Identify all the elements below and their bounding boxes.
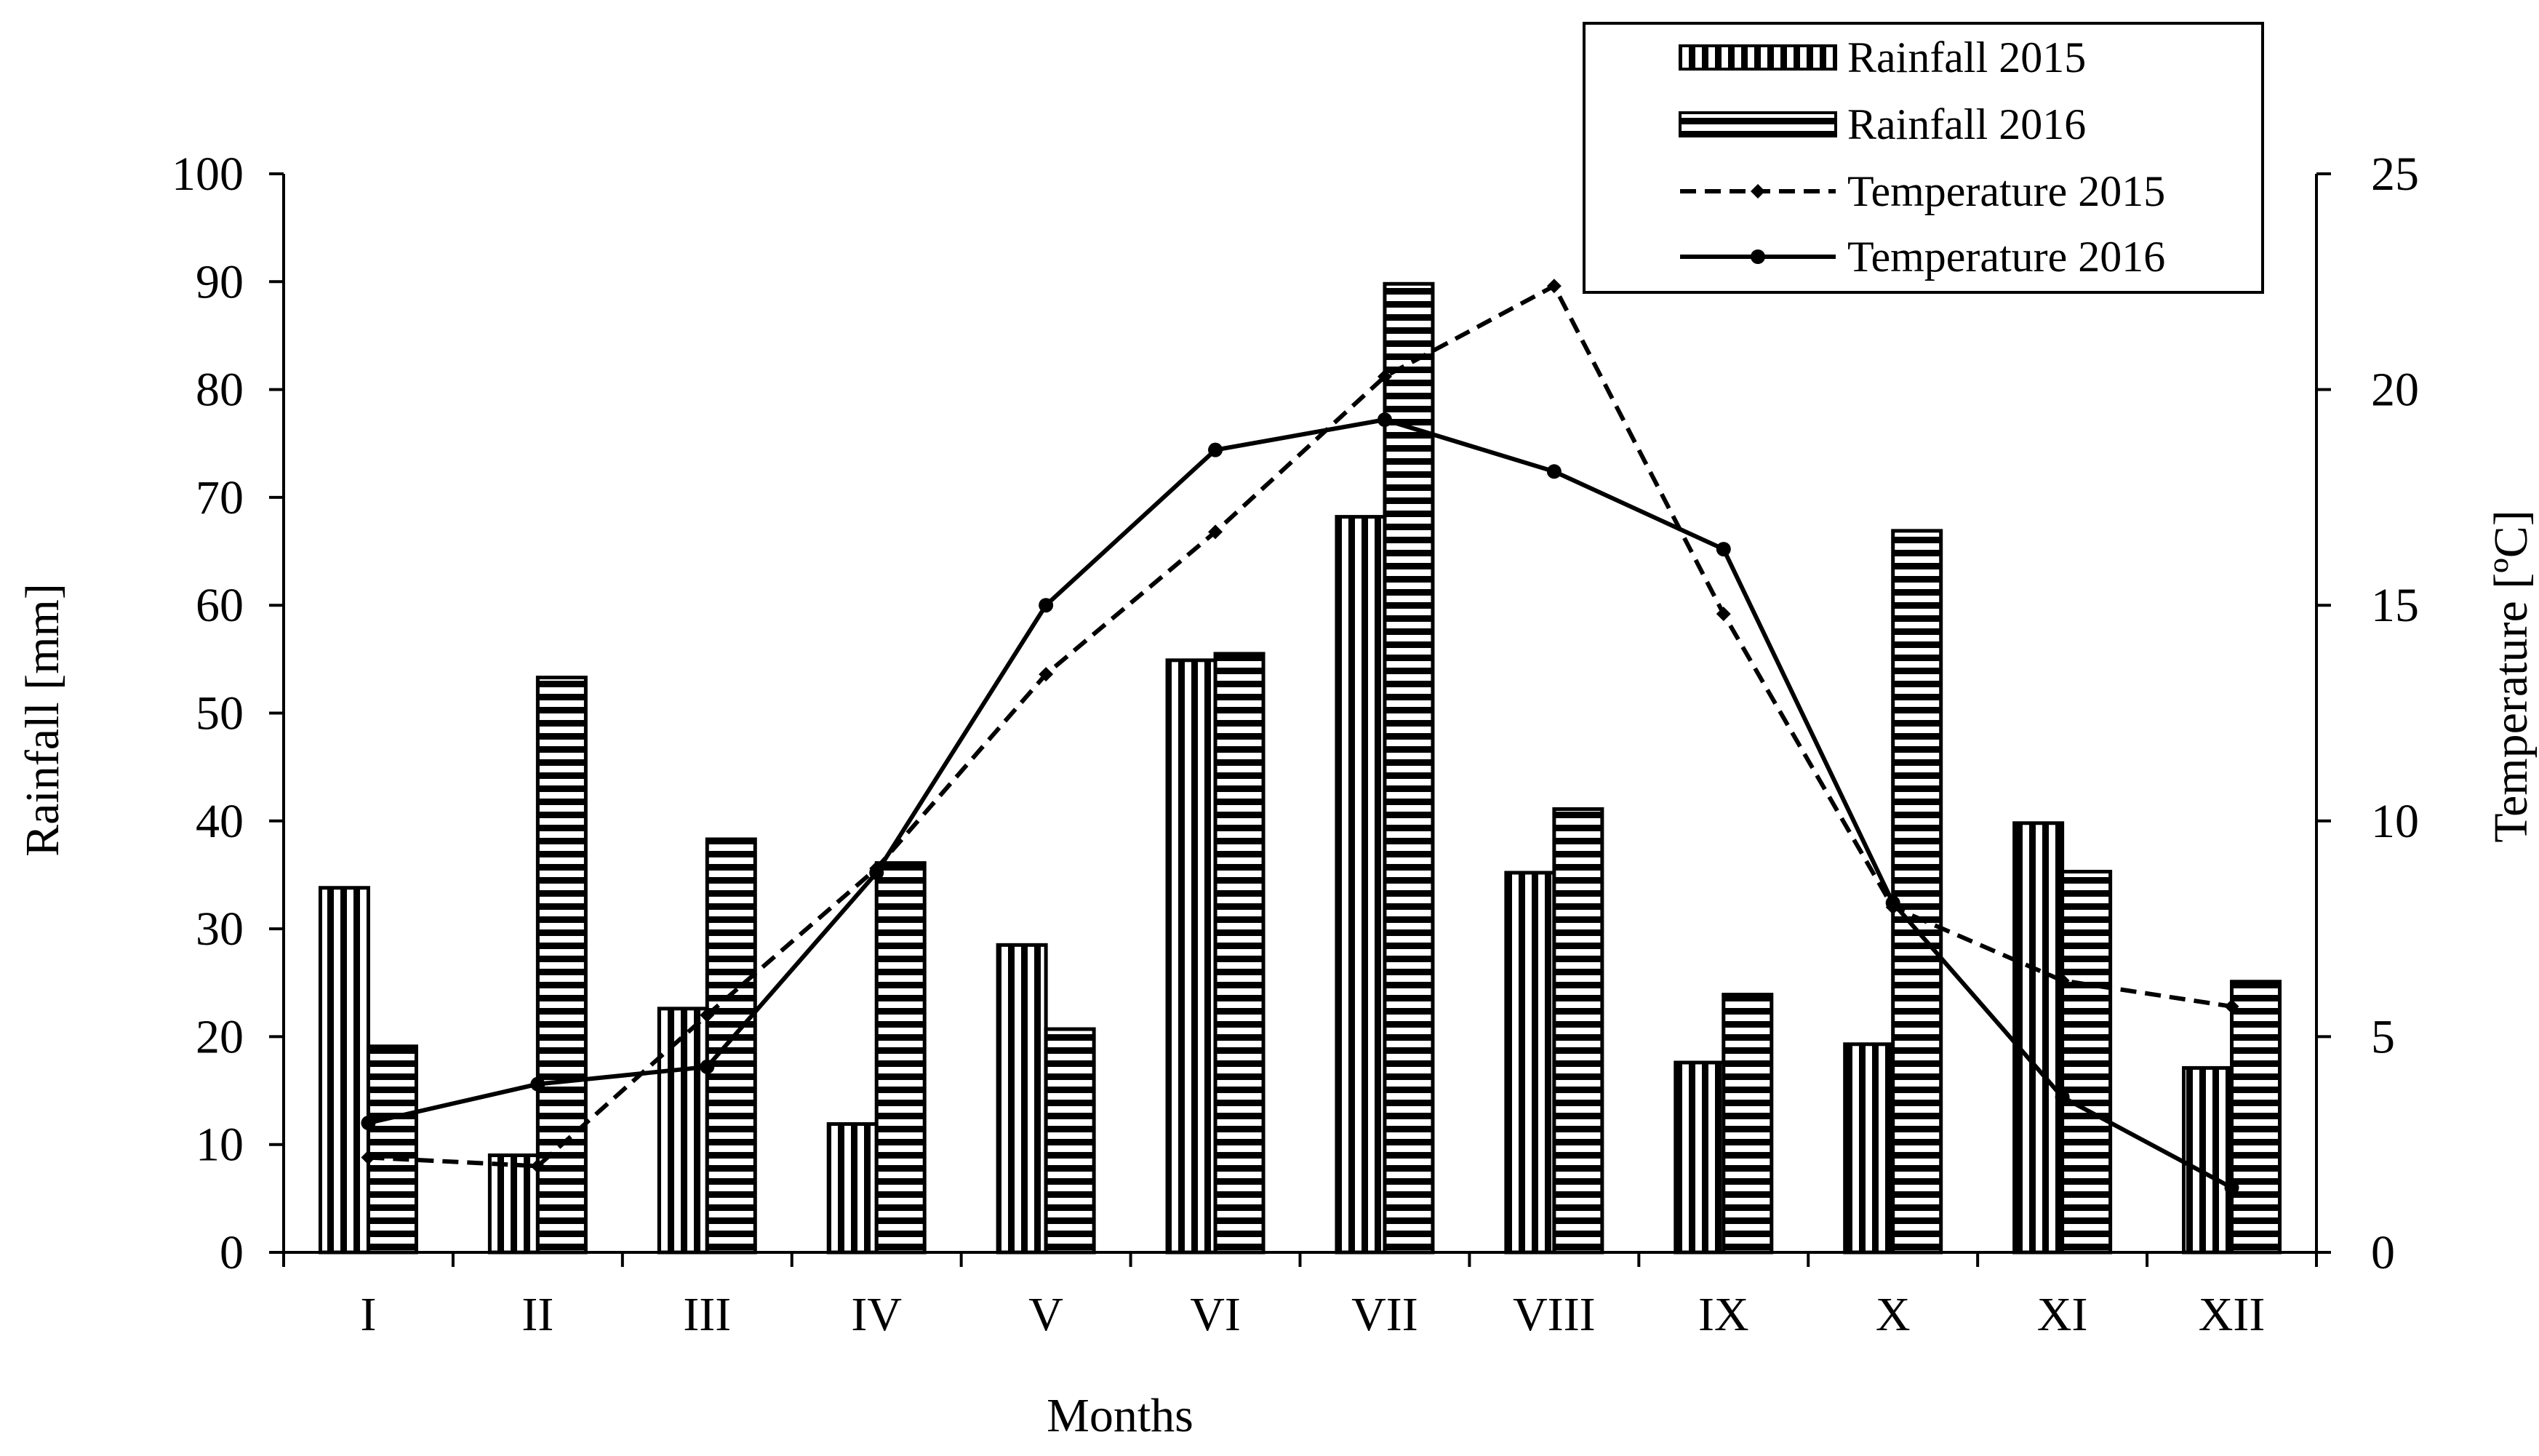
- marker-temperature-2016: [1377, 412, 1392, 428]
- left-tick-label: 0: [220, 1226, 244, 1279]
- marker-temperature-2016: [1039, 598, 1054, 613]
- bar-rainfall-2015: [2012, 821, 2065, 1255]
- left-tick-label: 10: [196, 1119, 244, 1172]
- left-tick-label: 30: [196, 903, 244, 956]
- bar-rainfall-2015: [996, 943, 1048, 1255]
- line-temperature-2015: [368, 283, 2232, 1169]
- y2-axis-title: Temperature [ºC]: [2484, 510, 2538, 842]
- marker-temperature-2016: [700, 1059, 715, 1074]
- marker-temperature-2016: [1208, 442, 1223, 457]
- marker-temperature-2015: [2224, 999, 2239, 1014]
- left-tick-label: 100: [172, 148, 244, 201]
- legend-marker-temperature-2015: [1751, 184, 1765, 199]
- legend-label-rainfall-2016: Rainfall 2016: [1847, 100, 2086, 148]
- x-tick-label: IV: [851, 1288, 902, 1341]
- left-tick-label: 40: [196, 795, 244, 848]
- marker-temperature-2016: [2224, 1180, 2239, 1196]
- y-axis-title: Rainfall [mm]: [16, 583, 69, 857]
- bar-rainfall-2016: [2230, 980, 2282, 1255]
- marker-temperature-2015: [1208, 524, 1223, 540]
- marker-temperature-2015: [2055, 973, 2070, 988]
- marker-temperature-2015: [1377, 369, 1392, 384]
- marker-temperature-2015: [1716, 607, 1731, 622]
- bar-rainfall-2015: [657, 1007, 709, 1255]
- bar-rainfall-2015: [1674, 1060, 1726, 1255]
- bar-rainfall-2016: [705, 837, 757, 1255]
- left-tick-label: 70: [196, 471, 244, 524]
- bar-rainfall-2015: [318, 886, 370, 1255]
- axes: [282, 174, 2318, 1254]
- left-tick-label: 50: [196, 687, 244, 740]
- marker-temperature-2016: [869, 865, 884, 880]
- right-tick-label: 10: [2371, 795, 2419, 848]
- marker-temperature-2016: [1716, 542, 1731, 557]
- bar-rainfall-2015: [1335, 515, 1387, 1255]
- x-tick-label: IX: [1698, 1288, 1749, 1341]
- bar-rainfall-2016: [1891, 529, 1943, 1255]
- bar-rainfall-2016: [1383, 281, 1435, 1255]
- marker-temperature-2016: [1546, 464, 1562, 479]
- marker-temperature-2015: [1546, 279, 1562, 294]
- right-tick-label: 25: [2371, 148, 2419, 201]
- bar-rainfall-2016: [1213, 652, 1265, 1255]
- legend-marker-temperature-2016: [1751, 249, 1765, 264]
- right-tick-label: 15: [2371, 579, 2419, 632]
- bar-rainfall-2016: [2060, 870, 2113, 1255]
- bar-rainfall-2016: [366, 1044, 418, 1255]
- bar-rainfall-2016: [1044, 1027, 1096, 1255]
- left-tick-label: 20: [196, 1010, 244, 1063]
- x-axis-title: Months: [1047, 1389, 1193, 1442]
- x-tick-label: V: [1028, 1288, 1063, 1341]
- right-axis-ticks: 0 5 10 15 20 25: [2316, 148, 2419, 1279]
- legend: Rainfall 2015 Rainfall 2016 Temperature …: [1583, 22, 2264, 294]
- x-tick-label: VII: [1351, 1288, 1418, 1341]
- x-tick-label: VIII: [1513, 1288, 1596, 1341]
- marker-temperature-2015: [361, 1150, 376, 1165]
- marker-temperature-2015: [700, 1007, 715, 1023]
- lines: [361, 279, 2239, 1196]
- right-tick-label: 0: [2371, 1226, 2395, 1279]
- x-tick-label: VI: [1190, 1288, 1241, 1341]
- x-tick-label: I: [360, 1288, 376, 1341]
- bar-rainfall-2015: [1504, 871, 1556, 1255]
- marker-temperature-2015: [530, 1159, 545, 1174]
- bar-rainfall-2015: [1165, 658, 1217, 1255]
- legend-label-rainfall-2015: Rainfall 2015: [1847, 33, 2086, 81]
- x-tick-label: XII: [2199, 1288, 2266, 1341]
- bar-rainfall-2016: [1552, 807, 1604, 1255]
- bar-rainfall-2016: [874, 861, 927, 1255]
- bar-rainfall-2015: [2182, 1065, 2234, 1255]
- left-tick-label: 90: [196, 255, 244, 308]
- x-tick-label: II: [521, 1288, 553, 1341]
- marker-temperature-2016: [361, 1116, 376, 1131]
- legend-swatch-rainfall-2015: [1679, 44, 1837, 71]
- right-tick-label: 5: [2371, 1010, 2395, 1063]
- x-axis-ticks: I II III IV V VI VII VIII IX X XI XII: [282, 1252, 2318, 1341]
- left-tick-label: 60: [196, 579, 244, 632]
- marker-temperature-2016: [1885, 895, 1900, 911]
- x-tick-label: XI: [2037, 1288, 2088, 1341]
- marker-temperature-2016: [2055, 1089, 2070, 1105]
- bar-rainfall-2016: [1722, 993, 1774, 1255]
- bar-rainfall-2015: [1843, 1042, 1895, 1255]
- right-tick-label: 20: [2371, 364, 2419, 417]
- legend-label-temperature-2015: Temperature 2015: [1847, 167, 2165, 215]
- bars: [318, 281, 2282, 1255]
- left-tick-label: 80: [196, 364, 244, 417]
- line-temperature-2016: [367, 417, 2233, 1190]
- x-tick-label: III: [683, 1288, 731, 1341]
- bar-rainfall-2015: [826, 1122, 879, 1255]
- marker-temperature-2015: [1039, 667, 1054, 682]
- legend-label-temperature-2016: Temperature 2016: [1847, 233, 2165, 281]
- bar-rainfall-2015: [487, 1153, 540, 1255]
- legend-swatch-rainfall-2016: [1679, 111, 1837, 137]
- x-tick-label: X: [1876, 1288, 1911, 1341]
- left-axis-ticks: 0 10 20 30 40 50 60 70 80 90 100: [172, 148, 284, 1279]
- marker-temperature-2016: [530, 1076, 545, 1092]
